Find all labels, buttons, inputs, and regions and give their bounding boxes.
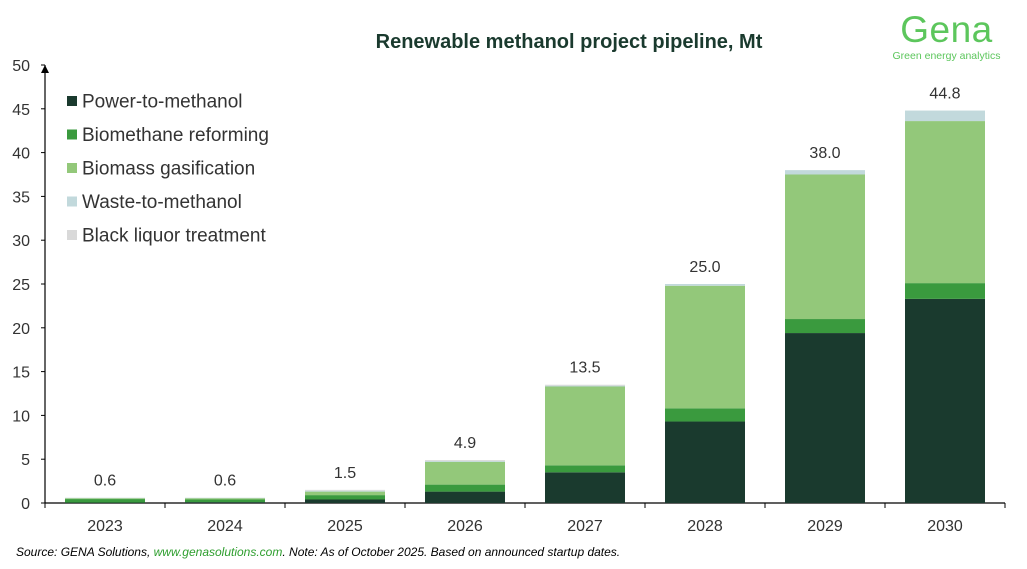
source-prefix: Source: GENA Solutions, [16,545,154,559]
bar-segment [785,170,865,175]
x-tick-label: 2024 [207,518,243,535]
total-label: 1.5 [334,465,356,482]
source-suffix: . Note: As of October 2025. Based on ann… [282,545,621,559]
legend-swatch [67,129,77,140]
legend-label: Black liquor treatment [82,226,266,247]
legend-swatch [67,163,77,173]
bar-segment [425,460,505,462]
bar-segment [305,491,385,496]
total-label: 44.8 [929,86,960,103]
bar-segment [305,490,385,492]
legend: Power-to-methanol Biomethane reforming Bio… [67,92,269,247]
y-tick-label: 0 [21,496,30,513]
legend-label: Biomethane reforming [82,125,269,146]
total-label: 25.0 [689,259,720,276]
bar-segment [425,484,505,492]
y-tick-label: 30 [12,233,30,250]
bar-segment [305,499,385,503]
bar-segment [905,283,985,299]
bar-segment [545,465,625,473]
bar-segment [305,495,385,500]
bar-segment [905,110,985,122]
total-label: 0.6 [94,473,116,490]
bar-segment [185,502,265,503]
y-tick-label: 35 [12,189,30,206]
bar-segment [905,298,985,503]
bar-segment [665,421,745,503]
gena-logo: Gena Green energy analytics [884,9,1009,62]
bar-segment [665,284,745,286]
chart-title: Renewable methanol project pipeline, Mt [376,31,763,53]
bar-segment [65,498,145,500]
bar-segment [785,333,865,503]
bar-segment [425,460,505,461]
bar-segment [185,497,265,499]
total-labels: 0.6 0.6 1.5 4.9 13.5 25.0 38.0 44.8 [94,86,961,490]
total-label: 4.9 [454,435,476,452]
y-tick-label: 40 [12,146,30,163]
total-label: 13.5 [569,360,600,377]
source-link[interactable]: www.genasolutions.com [153,545,283,559]
total-label: 38.0 [809,145,840,162]
x-tick-label: 2027 [567,518,603,535]
y-axis: 0 5 10 15 20 25 30 35 40 45 50 [12,58,49,513]
bar-segment [425,461,505,485]
source-note: Source: GENA Solutions, www.genasolution… [16,545,620,559]
y-tick-label: 5 [21,452,30,469]
y-axis-arrow [41,65,49,73]
x-tick-label: 2028 [687,518,723,535]
bar-segment [905,121,985,284]
bar-segment [665,285,745,409]
y-tick-label: 45 [12,102,30,119]
total-label: 0.6 [214,473,236,490]
x-axis: 2023 2024 2025 2026 2027 2028 2029 2030 [44,502,1006,535]
legend-label: Waste-to-methanol [82,192,242,213]
bar-segment [545,386,625,466]
bar-segment [665,408,745,422]
logo-word: Gena [900,9,993,50]
x-tick-label: 2026 [447,518,483,535]
bar-segment [785,174,865,320]
y-tick-label: 25 [12,277,30,294]
legend-swatch [67,96,77,106]
bars [65,110,985,504]
bar-segment [65,502,145,504]
bar-segment [545,472,625,503]
bar-segment [65,499,145,503]
legend-swatch [67,196,77,207]
bar-segment [65,497,145,499]
bar-segment [185,498,265,500]
x-tick-label: 2030 [927,518,963,535]
legend-label: Power-to-methanol [82,92,243,113]
y-tick-label: 50 [12,58,30,75]
legend-label: Biomass gasification [82,159,255,180]
bar-segment [545,384,625,386]
bar-segment [185,499,265,503]
bar-segment [545,385,625,387]
x-tick-label: 2025 [327,518,363,535]
bar-segment [785,319,865,334]
legend-swatch [67,230,77,240]
bar-segment [425,491,505,503]
y-tick-label: 10 [12,408,30,425]
x-tick-label: 2023 [87,518,123,535]
y-tick-label: 20 [12,321,30,338]
logo-tagline: Green energy analytics [892,50,1001,62]
y-tick-label: 15 [12,365,30,382]
bar-segment [305,489,385,491]
x-tick-label: 2029 [807,518,843,535]
